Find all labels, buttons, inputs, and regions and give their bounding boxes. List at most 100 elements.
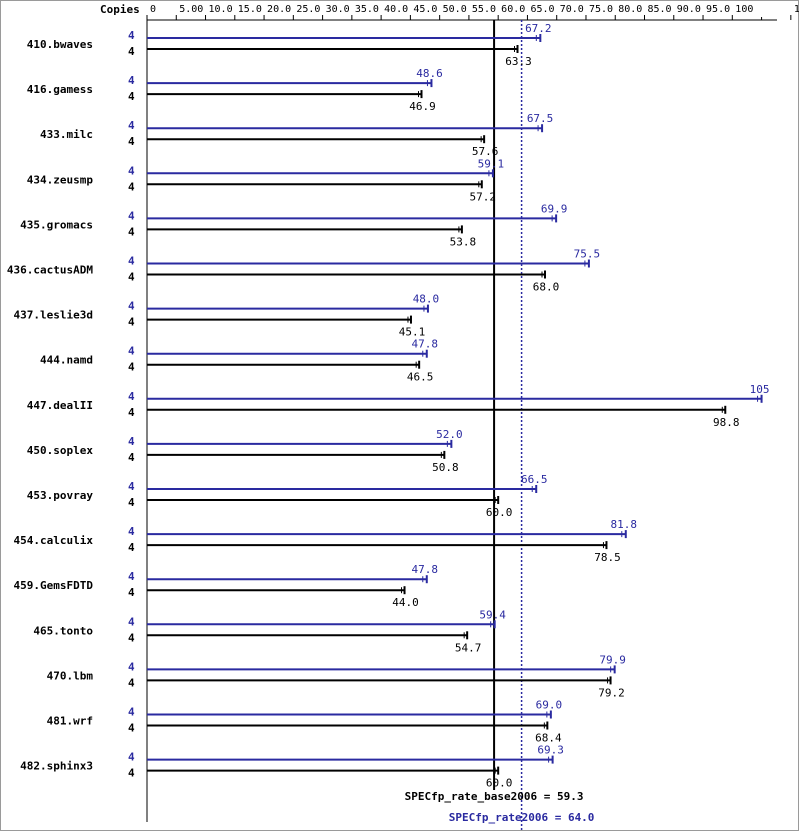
benchmark-name: 459.GemsFDTD [14, 579, 94, 592]
benchmark-row: 435.gromacs 4 4 69.9 53.8 [20, 202, 567, 248]
base-value-label: 57.2 [470, 190, 497, 203]
peak-copies: 4 [128, 300, 135, 313]
x-tick-label: 55.0 [472, 4, 496, 15]
x-tick-label: 40.0 [384, 4, 408, 15]
peak-copies: 4 [128, 345, 135, 358]
base-value-label: 54.7 [455, 641, 482, 654]
x-tick-label: 35.0 [355, 4, 379, 15]
peak-value-label: 105 [750, 383, 770, 396]
peak-value-label: 47.8 [412, 338, 439, 351]
x-tick-label: 80.0 [618, 4, 642, 15]
x-tick-label: 5.00 [179, 4, 203, 15]
benchmark-name: 465.tonto [33, 624, 93, 637]
benchmark-name: 436.cactusADM [7, 264, 93, 277]
benchmark-row: 482.sphinx3 4 4 69.3 60.0 [20, 744, 564, 790]
base-copies: 4 [128, 271, 135, 284]
base-value-label: 53.8 [450, 235, 477, 248]
peak-copies: 4 [128, 751, 135, 764]
x-tick-label: 10.0 [209, 4, 233, 15]
benchmark-name: 435.gromacs [20, 218, 93, 231]
benchmark-row: 465.tonto 4 4 59.4 54.7 [33, 608, 506, 654]
peak-value-label: 66.5 [521, 473, 548, 486]
peak-value-label: 67.5 [527, 112, 554, 125]
base-copies: 4 [128, 316, 135, 329]
peak-value-label: 75.5 [574, 248, 601, 261]
peak-copies: 4 [128, 164, 135, 177]
x-tick-label: 110 [794, 4, 799, 15]
peak-value-label: 52.0 [436, 428, 463, 441]
peak-copies: 4 [128, 570, 135, 583]
benchmark-name: 470.lbm [47, 669, 94, 682]
base-copies: 4 [128, 722, 135, 735]
peak-value-label: 59.4 [479, 608, 506, 621]
benchmark-row: 454.calculix 4 4 81.8 78.5 [14, 518, 638, 564]
base-value-label: 68.4 [535, 732, 562, 745]
benchmark-row: 434.zeusmp 4 4 59.1 57.2 [27, 157, 504, 203]
base-value-label: 44.0 [392, 596, 419, 609]
benchmark-name: 482.sphinx3 [20, 760, 93, 773]
benchmark-name: 454.calculix [14, 534, 94, 547]
benchmark-row: 459.GemsFDTD 4 4 47.8 44.0 [14, 563, 439, 609]
x-tick-label: 0 [150, 4, 156, 15]
benchmark-name: 481.wrf [47, 715, 93, 728]
base-value-label: 68.0 [533, 281, 560, 294]
peak-copies: 4 [128, 119, 135, 132]
peak-value-label: 47.8 [412, 563, 439, 576]
x-tick-label: 75.0 [589, 4, 613, 15]
x-tick-label: 95.0 [706, 4, 730, 15]
x-axis: 0 5.00 10.0 15.0 20.0 25.0 30.0 35.0 40.0 45.0 50.… [146, 4, 799, 822]
base-copies: 4 [128, 135, 135, 148]
benchmark-name: 444.namd [40, 354, 93, 367]
base-value-label: 63.3 [505, 55, 532, 68]
x-tick-label: 65.0 [530, 4, 554, 15]
x-tick-label: 30.0 [326, 4, 350, 15]
peak-copies: 4 [128, 255, 135, 268]
benchmark-name: 447.dealII [27, 399, 93, 412]
peak-value-label: 59.1 [478, 157, 505, 170]
summary-base-label: SPECfp_rate_base2006 = 59.3 [405, 790, 584, 803]
base-value-label: 50.8 [432, 461, 459, 474]
peak-value-label: 79.9 [599, 653, 626, 666]
base-value-label: 46.9 [409, 100, 436, 113]
x-tick-label: 20.0 [267, 4, 291, 15]
benchmark-row: 450.soplex 4 4 52.0 50.8 [27, 428, 463, 474]
base-copies: 4 [128, 767, 135, 780]
benchmark-row: 444.namd 4 4 47.8 46.5 [40, 338, 438, 384]
benchmark-name: 450.soplex [27, 444, 94, 457]
base-value-label: 79.2 [598, 686, 625, 699]
base-value-label: 46.5 [407, 371, 434, 384]
base-value-label: 78.5 [594, 551, 621, 564]
benchmark-row: 416.gamess 4 4 48.6 46.9 [27, 67, 443, 113]
benchmark-name: 453.povray [27, 489, 94, 502]
base-value-label: 60.0 [486, 777, 513, 790]
benchmark-row: 481.wrf 4 4 69.0 68.4 [47, 699, 562, 745]
base-copies: 4 [128, 676, 135, 689]
peak-value-label: 48.6 [416, 67, 443, 80]
base-copies: 4 [128, 361, 135, 374]
base-copies: 4 [128, 451, 135, 464]
peak-value-label: 81.8 [611, 518, 638, 531]
peak-copies: 4 [128, 615, 135, 628]
x-tick-label: 15.0 [238, 4, 262, 15]
peak-copies: 4 [128, 706, 135, 719]
benchmark-row: 470.lbm 4 4 79.9 79.2 [47, 653, 626, 699]
benchmark-row: 410.bwaves 4 4 67.2 63.3 [27, 22, 552, 68]
base-copies: 4 [128, 406, 135, 419]
peak-copies: 4 [128, 209, 135, 222]
base-copies: 4 [128, 180, 135, 193]
base-copies: 4 [128, 586, 135, 599]
peak-copies: 4 [128, 390, 135, 403]
benchmark-name: 416.gamess [27, 83, 93, 96]
peak-copies: 4 [128, 660, 135, 673]
summary-peak-label: SPECfp_rate2006 = 64.0 [449, 811, 595, 824]
peak-value-label: 69.0 [536, 699, 563, 712]
benchmark-name: 410.bwaves [27, 38, 93, 51]
base-copies: 4 [128, 90, 135, 103]
benchmark-row: 447.dealII 4 4 105 98.8 [27, 383, 770, 429]
base-value-label: 98.8 [713, 416, 740, 429]
benchmark-rows: 410.bwaves 4 4 67.2 63.3 416.gamess 4 4 48.6 46.9… [7, 22, 770, 790]
base-value-label: 60.0 [486, 506, 513, 519]
copies-header: Copies [100, 3, 140, 16]
